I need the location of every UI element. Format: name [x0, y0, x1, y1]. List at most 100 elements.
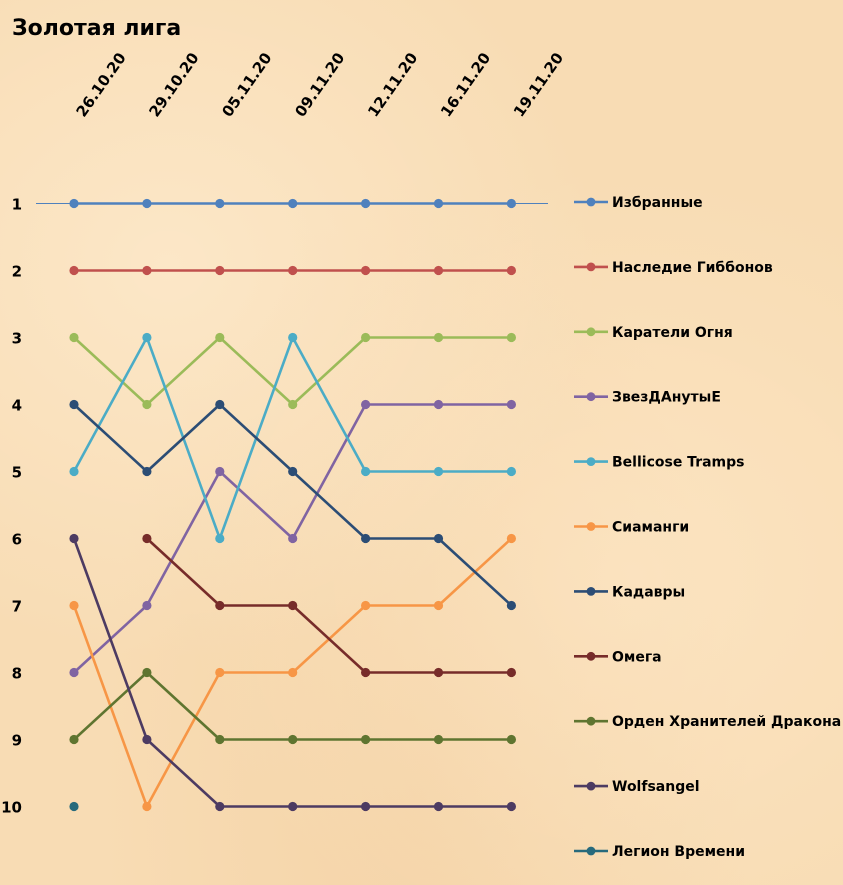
data-point	[506, 198, 516, 209]
data-point	[69, 667, 79, 678]
y-tick-label: 1	[12, 196, 22, 214]
data-point	[215, 533, 225, 544]
legend-label: Избранные	[612, 195, 703, 211]
y-tick-label: 7	[12, 598, 22, 616]
data-point	[288, 667, 298, 678]
data-point	[215, 667, 225, 678]
legend-swatch-marker	[586, 457, 596, 466]
legend-item: Bellicose Tramps	[574, 455, 745, 471]
legend-item: Наследие Гиббонов	[574, 260, 773, 276]
data-point	[215, 466, 225, 477]
data-point	[433, 466, 444, 477]
legend-swatch-marker	[586, 262, 596, 272]
legend-item: Кадавры	[574, 584, 685, 600]
data-point	[506, 399, 516, 410]
data-point	[69, 466, 79, 477]
data-point	[69, 600, 79, 611]
data-point	[433, 399, 444, 410]
data-point	[215, 600, 225, 611]
legend-item: Избранные	[574, 195, 703, 211]
legend-item: Легион Времени	[574, 844, 745, 860]
data-point	[361, 198, 371, 209]
data-point	[361, 399, 371, 410]
data-point	[142, 600, 152, 611]
series-path	[72, 671, 513, 741]
data-point	[433, 533, 444, 544]
y-tick-label: 2	[12, 263, 22, 281]
series-path	[145, 537, 513, 674]
legend: Избранные Наследие Гиббонов Каратели Огня З…	[574, 195, 841, 860]
legend-label: Наследие Гиббонов	[612, 260, 773, 276]
data-point	[142, 332, 152, 343]
data-point	[69, 265, 79, 276]
legend-swatch-marker	[586, 327, 596, 337]
x-tick-label: 29.10.20	[145, 49, 202, 120]
data-point	[506, 667, 516, 678]
series-line	[69, 265, 516, 276]
data-point	[69, 198, 79, 209]
legend-label: Легион Времени	[612, 844, 745, 860]
data-point	[288, 399, 298, 410]
data-point	[361, 801, 371, 812]
data-point	[288, 533, 298, 544]
y-tick-label: 6	[12, 531, 22, 549]
data-point	[69, 533, 79, 544]
legend-swatch-marker	[586, 846, 596, 856]
legend-swatch-marker	[586, 392, 596, 402]
series-path	[72, 336, 513, 540]
x-tick-label: 26.10.20	[73, 49, 130, 120]
series-line	[69, 198, 516, 209]
data-point	[69, 399, 79, 410]
x-tick-label: 12.11.20	[364, 49, 421, 120]
legend-item: Каратели Огня	[574, 325, 733, 341]
data-point	[215, 399, 225, 410]
legend-item: Сиаманги	[574, 520, 689, 536]
series-line	[69, 399, 516, 611]
data-point	[288, 600, 298, 611]
legend-swatch-marker	[586, 651, 596, 661]
series-line	[69, 533, 516, 812]
y-tick-label: 3	[12, 330, 22, 348]
y-tick-label: 8	[12, 665, 22, 683]
legend-item: Орден Хранителей Дракона	[574, 714, 841, 730]
data-point	[433, 667, 444, 678]
legend-label: Wolfsangel	[612, 779, 700, 795]
x-tick-label: 19.11.20	[510, 49, 567, 120]
data-point	[142, 667, 152, 678]
data-point	[69, 332, 79, 343]
legend-label: Каратели Огня	[612, 325, 733, 341]
series-path	[72, 403, 513, 607]
data-point	[433, 734, 444, 745]
data-point	[215, 801, 225, 812]
data-point	[142, 533, 152, 544]
data-point	[69, 801, 79, 812]
legend-swatch-marker	[586, 587, 596, 596]
data-point	[506, 466, 516, 477]
data-point	[506, 265, 516, 276]
data-point	[215, 265, 225, 276]
data-point	[142, 265, 152, 276]
x-tick-label: 09.11.20	[291, 49, 348, 120]
legend-label: Кадавры	[612, 584, 685, 600]
legend-swatch-marker	[586, 197, 596, 207]
data-point	[433, 332, 444, 343]
data-point	[288, 198, 298, 209]
series-lines	[69, 198, 516, 812]
data-point	[215, 198, 225, 209]
data-point	[288, 466, 298, 477]
data-point	[142, 466, 152, 477]
data-point	[288, 265, 298, 276]
legend-label: Омега	[612, 649, 662, 665]
legend-label: Bellicose Tramps	[612, 455, 745, 471]
data-point	[142, 801, 152, 812]
data-point	[69, 734, 79, 745]
series-line	[142, 533, 516, 678]
legend-swatch-marker	[586, 781, 596, 791]
legend-label: Орден Хранителей Дракона	[612, 714, 841, 730]
x-tick-label: 16.11.20	[437, 49, 494, 120]
y-tick-label: 4	[12, 397, 22, 415]
data-point	[433, 600, 444, 611]
series-line	[69, 667, 516, 745]
legend-label: ЗвезДАнутыЕ	[612, 390, 721, 406]
data-point	[506, 734, 516, 745]
